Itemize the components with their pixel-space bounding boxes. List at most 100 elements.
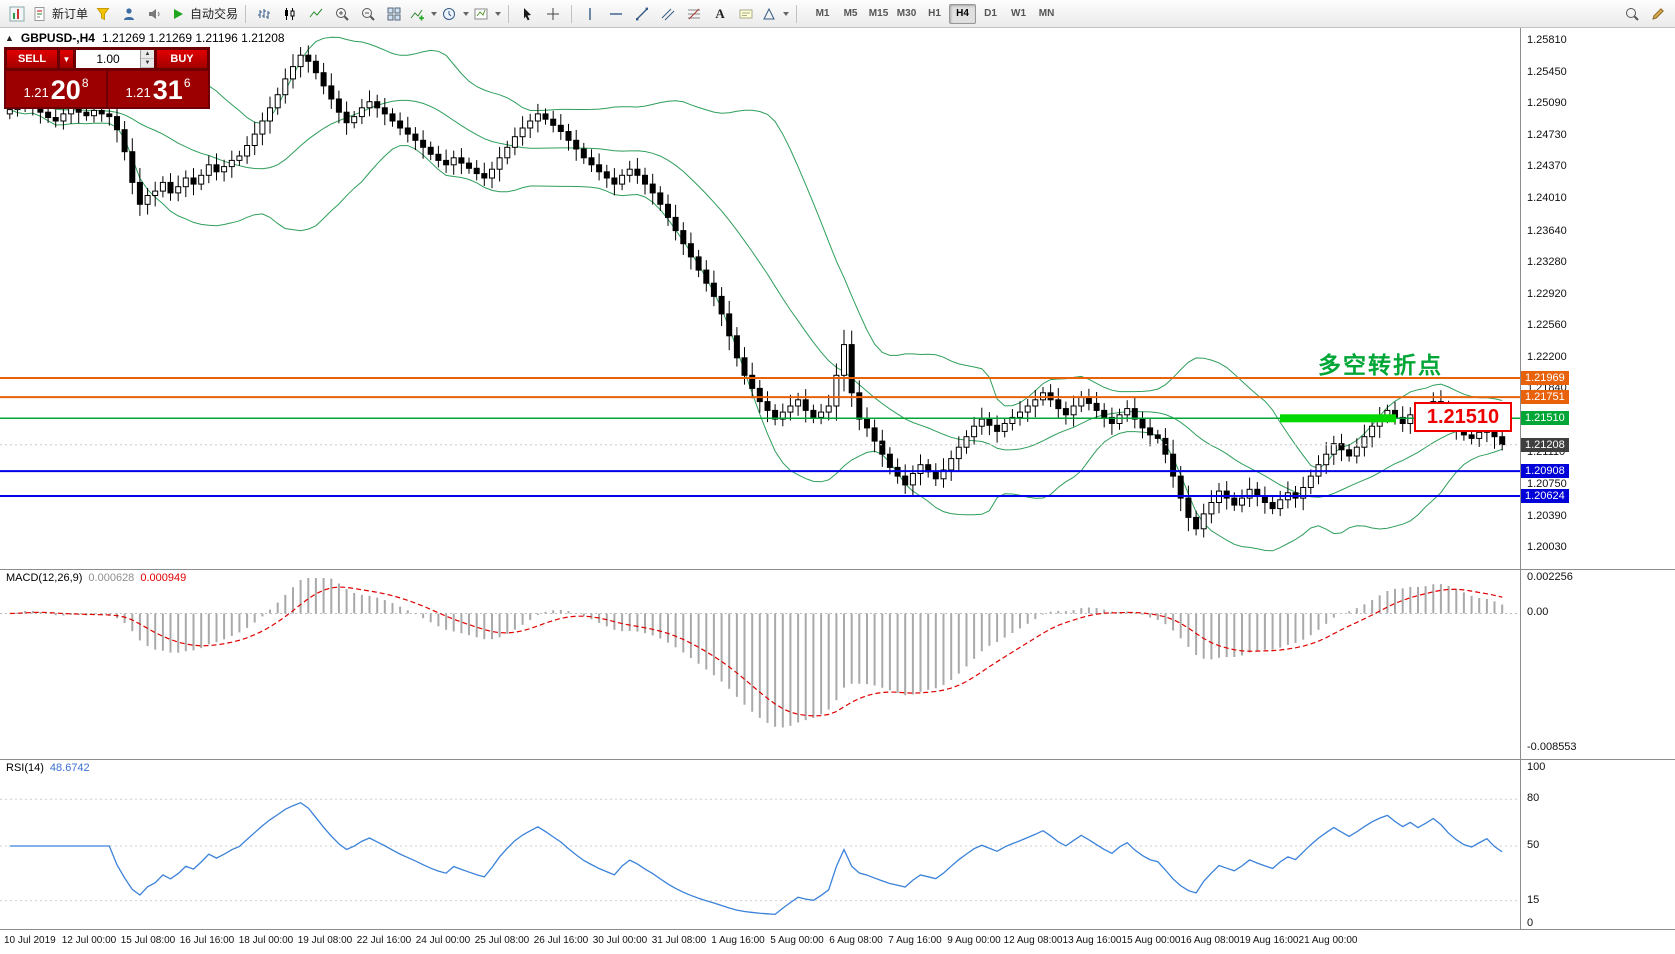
sell-price-display[interactable]: 1.21 20 8 <box>6 71 106 107</box>
periods-button[interactable] <box>440 3 470 25</box>
separator <box>508 4 510 23</box>
label-icon <box>739 9 753 18</box>
line-chart-button[interactable] <box>304 3 328 25</box>
alerts-button[interactable] <box>143 3 167 25</box>
macd-scale[interactable]: 0.002256 0.00 -0.008553 <box>1520 570 1674 759</box>
tf-button-m30[interactable]: M30 <box>893 4 920 24</box>
time-label: 12 Jul 00:00 <box>61 935 117 946</box>
metaeditor-button[interactable] <box>91 3 115 25</box>
price-label: 1.23280 <box>1527 256 1567 268</box>
price-badge: 1.21751 <box>1521 390 1569 405</box>
buy-price-display[interactable]: 1.21 31 6 <box>108 71 208 107</box>
cursor-icon <box>524 7 532 20</box>
profile-button[interactable] <box>117 3 141 25</box>
volume-input[interactable]: 1.00 ▲ ▼ <box>75 49 155 69</box>
autotrading-button[interactable]: 自动交易 <box>169 3 239 25</box>
rsi-scale[interactable]: 100 80 50 15 0 <box>1520 760 1674 929</box>
time-label: 19 Jul 08:00 <box>297 935 353 946</box>
tile-windows-button[interactable] <box>382 3 406 25</box>
horizontal-line-button[interactable] <box>604 3 628 25</box>
tf-button-h1[interactable]: H1 <box>921 4 948 24</box>
rsi-chart[interactable] <box>0 760 1520 929</box>
text-tool-button[interactable]: A <box>708 3 732 25</box>
templates-button[interactable] <box>472 3 502 25</box>
rsi-scale-label: 80 <box>1527 792 1540 805</box>
time-label: 19 Aug 16:00 <box>1239 935 1299 946</box>
tf-button-m1[interactable]: M1 <box>809 4 836 24</box>
price-level-box[interactable]: 1.21510 <box>1414 402 1512 432</box>
price-badge: 1.21510 <box>1521 411 1569 426</box>
crosshair-button[interactable] <box>541 3 565 25</box>
speaker-icon <box>149 8 160 19</box>
vertical-line-button[interactable] <box>578 3 602 25</box>
rsi-label: RSI(14) 48.6742 <box>6 762 90 774</box>
toolbar: 新订单 自动交易 <box>0 0 1675 28</box>
volume-up-icon[interactable]: ▲ <box>141 50 154 59</box>
tf-button-h4[interactable]: H4 <box>949 3 977 24</box>
zoom-out-button[interactable] <box>356 3 380 25</box>
tf-button-m5[interactable]: M5 <box>837 4 864 24</box>
price-label: 1.22920 <box>1527 287 1567 300</box>
rsi-plot[interactable]: RSI(14) 48.6742 <box>0 760 1520 929</box>
price-label: 1.25450 <box>1527 65 1567 78</box>
label-tool-button[interactable] <box>734 3 758 25</box>
volume-stepper[interactable]: ▲ ▼ <box>140 50 154 68</box>
buy-price-base: 1.21 <box>125 85 151 100</box>
new-order-icon <box>34 6 45 21</box>
separator <box>796 4 798 23</box>
indicators-button[interactable] <box>408 3 438 25</box>
tf-button-m15[interactable]: M15 <box>865 4 892 24</box>
macd-chart[interactable] <box>0 570 1520 759</box>
macd-pane: MACD(12,26,9) 0.000628 0.000949 0.002256… <box>0 570 1675 760</box>
price-badge: 1.21208 <box>1521 437 1569 452</box>
app-icon <box>5 3 29 25</box>
trendline-icon <box>636 7 649 20</box>
search-button[interactable] <box>1620 3 1644 25</box>
new-order-button[interactable]: 新订单 <box>31 3 89 25</box>
tf-button-mn[interactable]: MN <box>1033 4 1060 24</box>
trendline-button[interactable] <box>630 3 654 25</box>
price-scale[interactable]: 1.25810 1.25450 1.25090 1.24730 1.24370 1.240… <box>1520 28 1674 569</box>
timeframe-group: M1 M5 M15 M30 H1 H4 D1 W1 MN <box>809 3 1060 24</box>
sell-options-caret[interactable]: ▼ <box>59 49 74 69</box>
macd-label: MACD(12,26,9) 0.000628 0.000949 <box>6 572 186 584</box>
tf-button-d1[interactable]: D1 <box>977 4 1004 24</box>
chevron-down-icon <box>463 11 470 16</box>
bar-chart-button[interactable] <box>252 3 276 25</box>
separator <box>571 4 573 23</box>
shapes-button[interactable] <box>760 3 790 25</box>
time-label: 10 Jul 2019 <box>4 935 56 946</box>
sell-button[interactable]: SELL <box>6 49 58 69</box>
main-chart-plot[interactable]: ▲ GBPUSD-,H4 1.21269 1.21269 1.21196 1.2… <box>0 28 1520 569</box>
time-label: 26 Jul 16:00 <box>533 935 589 946</box>
time-label: 13 Aug 16:00 <box>1062 935 1122 946</box>
cursor-button[interactable] <box>515 3 539 25</box>
fibonacci-button[interactable] <box>682 3 706 25</box>
collapse-one-click-icon[interactable]: ▲ <box>5 33 14 43</box>
bollinger-lower <box>9 109 1503 552</box>
volume-down-icon[interactable]: ▼ <box>141 59 154 68</box>
profile-icon <box>124 7 135 20</box>
time-label: 22 Jul 16:00 <box>356 935 412 946</box>
sell-price-sup: 8 <box>81 76 89 90</box>
macd-plot[interactable]: MACD(12,26,9) 0.000628 0.000949 <box>0 570 1520 759</box>
zoom-in-icon <box>336 7 349 21</box>
time-axis[interactable]: 10 Jul 2019 12 Jul 00:00 15 Jul 08:00 16 Ju… <box>0 930 1675 954</box>
rsi-scale-label: 50 <box>1527 839 1540 851</box>
buy-button[interactable]: BUY <box>156 49 208 69</box>
tf-button-w1[interactable]: W1 <box>1005 4 1032 24</box>
zoom-in-button[interactable] <box>330 3 354 25</box>
price-label: 1.24370 <box>1527 160 1567 173</box>
crosshair-icon <box>547 7 560 20</box>
vertical-line-icon <box>589 7 591 20</box>
macd-signal-value: 0.000949 <box>140 572 187 584</box>
edit-button[interactable] <box>1646 3 1670 25</box>
line-chart-icon <box>309 8 323 17</box>
candlestick-chart-button[interactable] <box>278 3 302 25</box>
candlestick-chart[interactable] <box>0 28 1520 569</box>
price-label: 1.24010 <box>1527 192 1567 204</box>
time-label: 12 Aug 08:00 <box>1003 935 1063 946</box>
main-chart-pane: ▲ GBPUSD-,H4 1.21269 1.21269 1.21196 1.2… <box>0 28 1675 570</box>
channel-button[interactable] <box>656 3 680 25</box>
rsi-line <box>9 801 1503 916</box>
